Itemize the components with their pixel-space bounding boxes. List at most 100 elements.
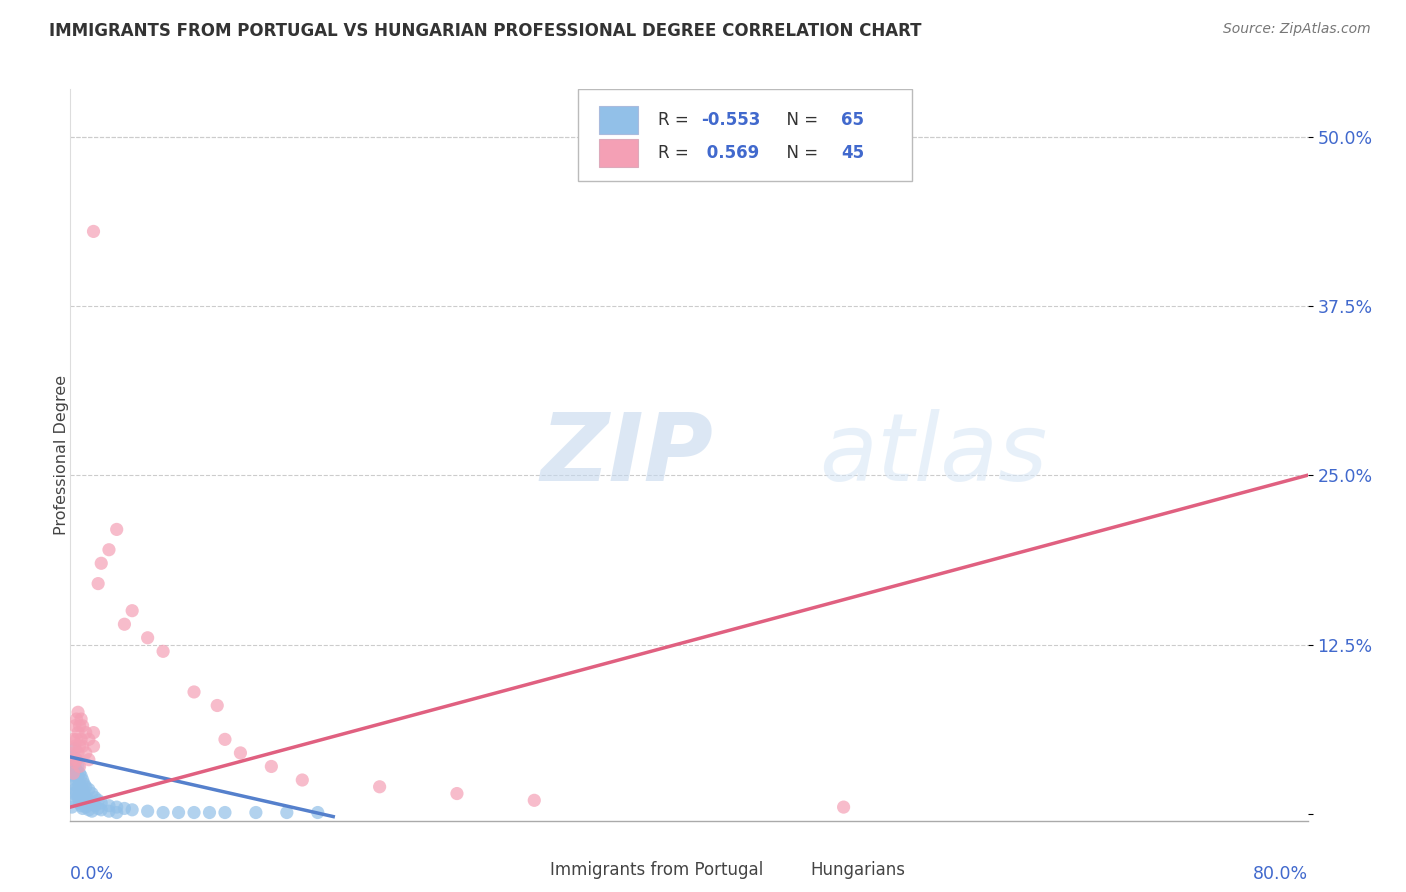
Point <box>446 787 468 801</box>
Point <box>77 753 100 767</box>
Point <box>523 793 546 807</box>
Point <box>69 719 91 733</box>
Bar <box>599 106 638 134</box>
Point <box>67 746 90 760</box>
Point <box>84 790 107 805</box>
Point <box>167 805 190 820</box>
Point <box>67 790 90 805</box>
Point <box>198 805 221 820</box>
Point <box>62 746 84 760</box>
Point <box>65 787 87 801</box>
Text: 0.569: 0.569 <box>702 144 759 161</box>
Text: 80.0%: 80.0% <box>1253 864 1308 882</box>
Point <box>121 604 143 618</box>
Text: Immigrants from Portugal: Immigrants from Portugal <box>550 861 763 879</box>
Point <box>77 782 100 797</box>
Point <box>65 772 87 787</box>
Point <box>70 712 93 726</box>
Point <box>67 780 90 794</box>
Point <box>70 798 93 813</box>
Point <box>80 804 103 818</box>
Point <box>62 732 84 747</box>
Point <box>72 739 94 753</box>
Point <box>63 739 86 753</box>
Point <box>183 805 205 820</box>
Point <box>105 800 128 814</box>
Text: -0.553: -0.553 <box>702 111 761 129</box>
Point <box>307 805 329 820</box>
Point <box>87 576 110 591</box>
Point <box>90 796 112 810</box>
Y-axis label: Professional Degree: Professional Degree <box>55 375 69 535</box>
Point <box>98 804 120 818</box>
Point <box>70 769 93 783</box>
Point <box>60 753 83 767</box>
Point <box>152 805 174 820</box>
Point <box>62 766 84 780</box>
Point <box>80 787 103 801</box>
Point <box>152 644 174 658</box>
Point <box>87 801 110 815</box>
Text: Source: ZipAtlas.com: Source: ZipAtlas.com <box>1223 22 1371 37</box>
Point <box>63 759 86 773</box>
Point <box>82 224 105 238</box>
Point <box>63 769 86 783</box>
Point <box>75 725 97 739</box>
Point <box>77 793 100 807</box>
Point <box>63 742 86 756</box>
Point <box>63 782 86 797</box>
Point <box>75 800 97 814</box>
Point <box>214 732 236 747</box>
Point <box>84 798 107 813</box>
Point <box>62 750 84 764</box>
Point <box>80 796 103 810</box>
Text: ZIP: ZIP <box>540 409 713 501</box>
Point <box>105 523 128 537</box>
Text: R =: R = <box>658 111 695 129</box>
Point <box>73 777 96 791</box>
Point <box>82 739 105 753</box>
Point <box>73 796 96 810</box>
Point <box>69 759 91 773</box>
Point <box>90 803 112 817</box>
Point <box>62 787 84 801</box>
Point <box>69 766 91 780</box>
Point <box>229 746 252 760</box>
Point <box>67 759 90 773</box>
Bar <box>776 858 803 881</box>
Text: N =: N = <box>776 111 823 129</box>
Point <box>136 631 159 645</box>
Point <box>72 719 94 733</box>
Point <box>75 746 97 760</box>
Point <box>65 732 87 747</box>
Text: 65: 65 <box>841 111 865 129</box>
Point <box>62 777 84 791</box>
Point <box>63 719 86 733</box>
Point <box>276 805 298 820</box>
Point <box>183 685 205 699</box>
Point <box>63 756 86 770</box>
Point <box>291 772 314 787</box>
Text: IMMIGRANTS FROM PORTUGAL VS HUNGARIAN PROFESSIONAL DEGREE CORRELATION CHART: IMMIGRANTS FROM PORTUGAL VS HUNGARIAN PR… <box>49 22 922 40</box>
Point <box>98 798 120 813</box>
Text: atlas: atlas <box>818 409 1047 500</box>
Point <box>260 759 283 773</box>
Point <box>67 769 90 783</box>
Point <box>136 804 159 818</box>
Point <box>63 793 86 807</box>
Text: 0.0%: 0.0% <box>70 864 114 882</box>
Point <box>65 764 87 778</box>
Point <box>87 793 110 807</box>
Text: R =: R = <box>658 144 695 161</box>
Point <box>70 780 93 794</box>
Text: 45: 45 <box>841 144 865 161</box>
Point <box>214 805 236 820</box>
Point <box>72 772 94 787</box>
Point <box>65 712 87 726</box>
Point <box>60 756 83 770</box>
Text: Hungarians: Hungarians <box>810 861 905 879</box>
Point <box>105 805 128 820</box>
Point <box>65 753 87 767</box>
Point <box>62 766 84 780</box>
Point <box>75 790 97 805</box>
